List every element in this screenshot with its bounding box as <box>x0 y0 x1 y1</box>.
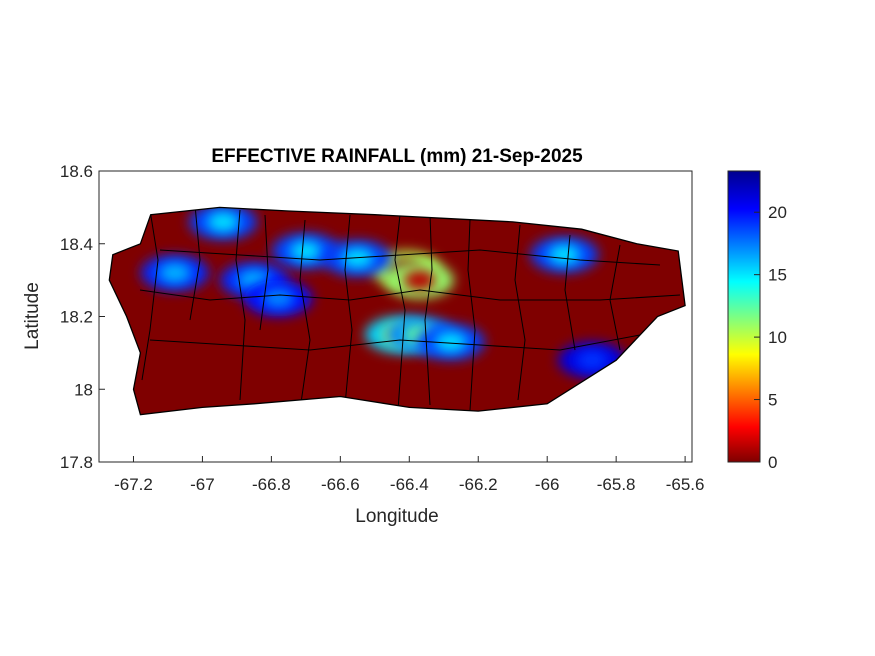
colorbar-tick-label: 20 <box>768 203 787 222</box>
y-tick-label: 18 <box>74 380 93 399</box>
rainfall-hotspot <box>262 288 295 309</box>
colorbar-ticks: 20 15 10 5 0 <box>754 203 787 472</box>
x-tick-label: -65.6 <box>666 475 705 494</box>
x-tick-label: -66.4 <box>390 475 429 494</box>
island-outline <box>108 206 686 416</box>
rainfall-hotspot <box>548 244 581 265</box>
map-plot <box>108 206 686 416</box>
x-axis-label: Longitude <box>355 506 438 527</box>
x-tick-label: -65.8 <box>597 475 636 494</box>
x-tick-label: -66.2 <box>459 475 498 494</box>
x-tick-label: -67.2 <box>114 475 153 494</box>
y-tick-label: 17.8 <box>60 453 93 472</box>
y-tick-label: 18.2 <box>60 308 93 327</box>
y-axis-label: Latitude <box>22 282 43 350</box>
y-tick-label: 18.6 <box>60 162 93 181</box>
rainfall-hotspot <box>434 331 467 352</box>
rainfall-hotspot <box>403 270 436 291</box>
x-tick-label: -66.8 <box>252 475 291 494</box>
x-tick-label: -67 <box>190 475 215 494</box>
y-axis-ticks: 18.6 18.4 18.2 18 17.8 <box>60 162 105 472</box>
colorbar-tick-label: 15 <box>768 266 787 285</box>
x-axis-ticks: -67.2 -67 -66.8 -66.6 -66.4 -66.2 -66 -65.8 -65.… <box>114 456 704 494</box>
map-title: EFFECTIVE RAINFALL (mm) 21-Sep-2025 <box>211 146 583 167</box>
x-tick-label: -66.6 <box>321 475 360 494</box>
rainfall-hotspot <box>576 350 609 371</box>
colorbar: 20 15 10 5 0 <box>727 170 787 472</box>
x-tick-label: -66 <box>535 475 560 494</box>
municipality-boundaries <box>139 207 681 411</box>
colorbar-tick-label: 0 <box>768 453 777 472</box>
colorbar-tick-label: 5 <box>768 391 777 410</box>
rainfall-hotspot <box>341 248 374 269</box>
y-tick-label: 18.4 <box>60 235 93 254</box>
rainfall-hotspot <box>289 241 322 262</box>
rainfall-hotspot <box>207 211 240 232</box>
rainfall-hotspot <box>158 262 191 283</box>
colorbar-gradient <box>727 170 761 463</box>
colorbar-tick-label: 10 <box>768 328 787 347</box>
rainfall-hotspots <box>140 207 627 379</box>
